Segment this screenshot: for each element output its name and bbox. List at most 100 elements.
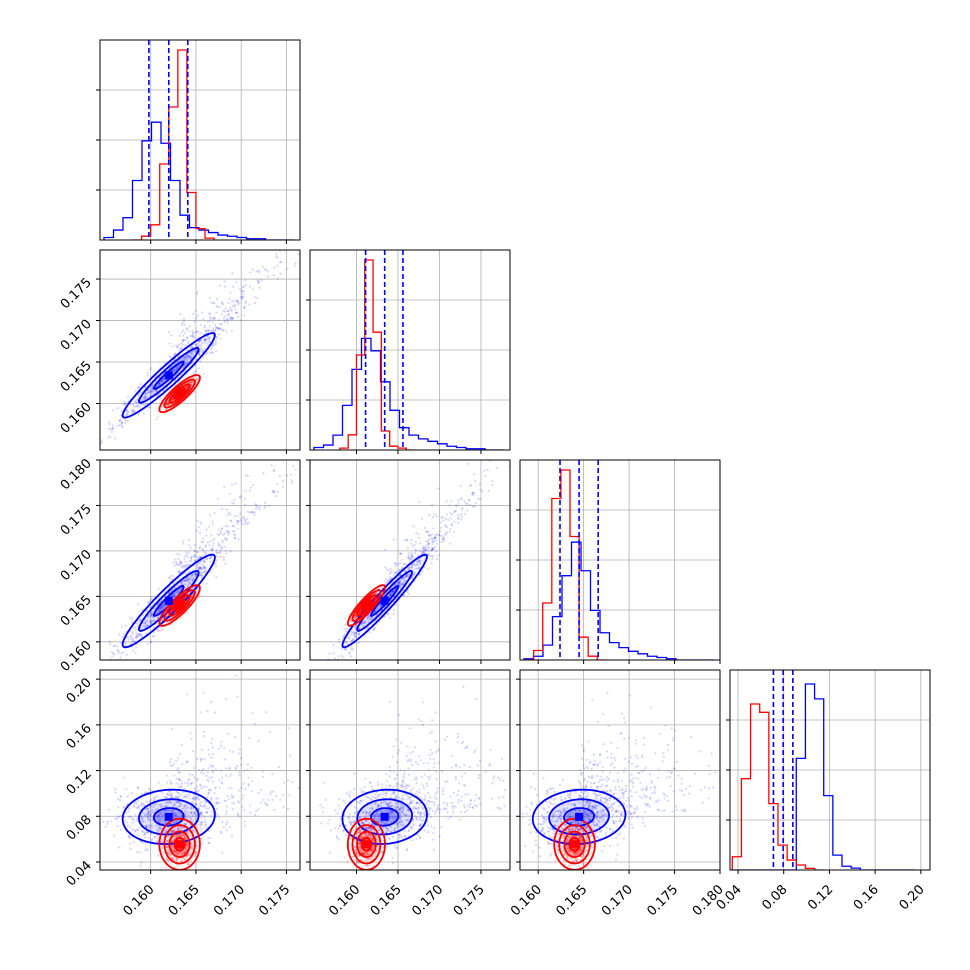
sample-point (236, 519, 239, 522)
sample-point (147, 391, 150, 394)
sample-point (150, 612, 153, 616)
sample-point (223, 319, 226, 322)
sample-point (203, 339, 206, 342)
sample-point (459, 484, 462, 487)
sample-point (218, 284, 221, 287)
sample-point (233, 498, 236, 501)
sample-point (219, 555, 223, 558)
sample-point (131, 640, 134, 643)
sample-point (184, 344, 187, 347)
sample-point (211, 321, 214, 324)
median-marker-red (175, 389, 184, 398)
sample-point (427, 553, 430, 556)
sample-point (379, 605, 382, 608)
sample-point (272, 274, 275, 277)
sample-point (237, 538, 240, 541)
sample-point (204, 353, 207, 356)
sample-point (131, 632, 135, 635)
sample-point (238, 287, 242, 290)
sample-point (351, 628, 354, 631)
sample-point (227, 302, 230, 305)
sample-point (130, 621, 134, 624)
sample-point (184, 385, 187, 388)
sample-point (297, 253, 300, 256)
sample-point (178, 563, 181, 566)
sample-point (231, 316, 234, 320)
sample-point (263, 507, 266, 510)
sample-point (122, 651, 125, 654)
sample-point (432, 527, 435, 530)
sample-point (431, 547, 434, 551)
sample-point (369, 617, 372, 620)
sample-point (143, 396, 146, 399)
sample-point (183, 364, 186, 367)
sample-point (136, 401, 139, 404)
sample-point (198, 531, 202, 535)
hist-red-0 (132, 49, 215, 240)
sample-point (171, 609, 175, 612)
sample-point (418, 560, 421, 563)
sample-point (141, 614, 144, 617)
sample-point (245, 517, 248, 520)
sample-point (156, 616, 159, 619)
sample-point (190, 351, 193, 354)
sample-point (180, 331, 183, 334)
sample-point (214, 338, 217, 342)
sample-point (215, 311, 218, 314)
sample-point (399, 587, 402, 590)
sample-point (384, 548, 387, 551)
sample-point (273, 266, 276, 269)
sample-point (430, 562, 433, 565)
sample-point (194, 343, 198, 346)
sample-point (227, 533, 230, 536)
sample-point (407, 592, 410, 595)
sample-point (432, 555, 435, 558)
sample-point (201, 566, 204, 569)
sample-point (210, 742, 213, 745)
sample-point (222, 558, 226, 561)
sample-point (203, 560, 206, 563)
sample-point (422, 546, 425, 549)
sample-point (403, 563, 406, 566)
sample-point (180, 342, 183, 345)
sample-point (254, 503, 257, 506)
sample-point (215, 297, 218, 301)
sample-point (233, 536, 236, 540)
sample-point (244, 474, 247, 477)
sample-point (399, 568, 402, 571)
sample-point (185, 388, 188, 391)
contour (163, 589, 196, 622)
sample-point (219, 532, 222, 535)
sample-point (397, 581, 400, 584)
sample-point (200, 540, 203, 543)
sample-point (125, 402, 128, 405)
sample-point (205, 329, 208, 333)
sample-point (140, 403, 143, 406)
sample-point (186, 578, 189, 581)
sample-point (188, 354, 191, 357)
sample-point (225, 318, 229, 321)
sample-point (388, 593, 391, 596)
sample-point (423, 548, 427, 551)
sample-point (204, 545, 207, 548)
sample-point (200, 311, 203, 314)
sample-point (414, 549, 417, 552)
sample-point (257, 280, 260, 283)
sample-point (137, 403, 140, 406)
sample-point (220, 302, 223, 305)
sample-point (353, 636, 356, 639)
sample-point (149, 621, 153, 624)
sample-point (453, 520, 456, 523)
sample-point (237, 520, 240, 523)
sample-point (223, 320, 226, 323)
sample-point (416, 560, 419, 563)
sample-point (208, 540, 211, 543)
sample-point (141, 403, 144, 406)
sample-point (251, 511, 255, 514)
sample-point (433, 537, 436, 540)
sample-point (393, 561, 396, 564)
sample-point (224, 549, 227, 552)
sample-point (198, 556, 201, 559)
panel-frame (309, 459, 511, 661)
sample-point (200, 347, 203, 351)
